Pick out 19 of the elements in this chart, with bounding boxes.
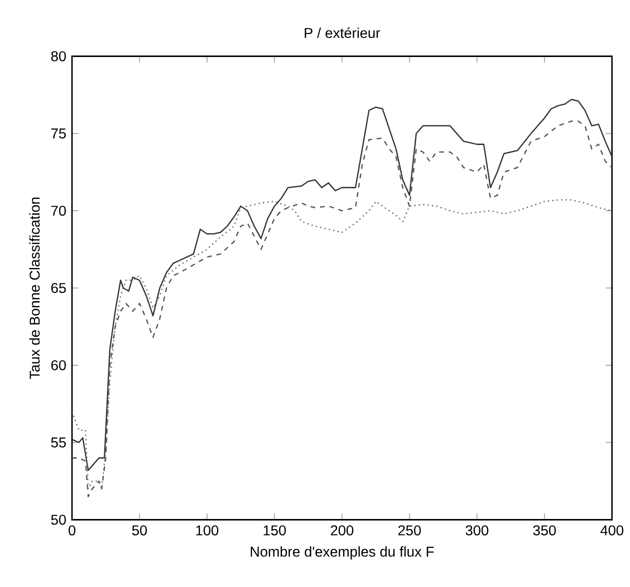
y-tick-label: 75 — [51, 128, 66, 138]
y-tick-label: 50 — [51, 514, 66, 525]
y-tick-label: 55 — [51, 437, 66, 448]
x-tick-label: 0 — [68, 525, 76, 536]
x-tick-label: 400 — [600, 525, 624, 536]
x-tick-label: 50 — [132, 525, 147, 536]
y-tick-label: 65 — [51, 282, 66, 293]
x-axis-title: Nombre d'exemples du flux F — [250, 546, 434, 560]
x-tick-label: 150 — [264, 525, 286, 536]
y-tick-label: 80 — [51, 51, 66, 62]
x-tick-label: 350 — [533, 525, 556, 536]
y-tick-label: 70 — [51, 206, 66, 216]
x-tick-label: 100 — [196, 525, 218, 536]
y-tick-label: 60 — [51, 360, 66, 370]
y-axis-title: Taux de Bonne Classification — [29, 197, 40, 379]
x-tick-label: 300 — [466, 525, 488, 536]
x-tick-label: 200 — [330, 525, 354, 536]
chart-title: P / extérieur — [304, 27, 380, 38]
x-tick-label: 250 — [398, 525, 421, 536]
